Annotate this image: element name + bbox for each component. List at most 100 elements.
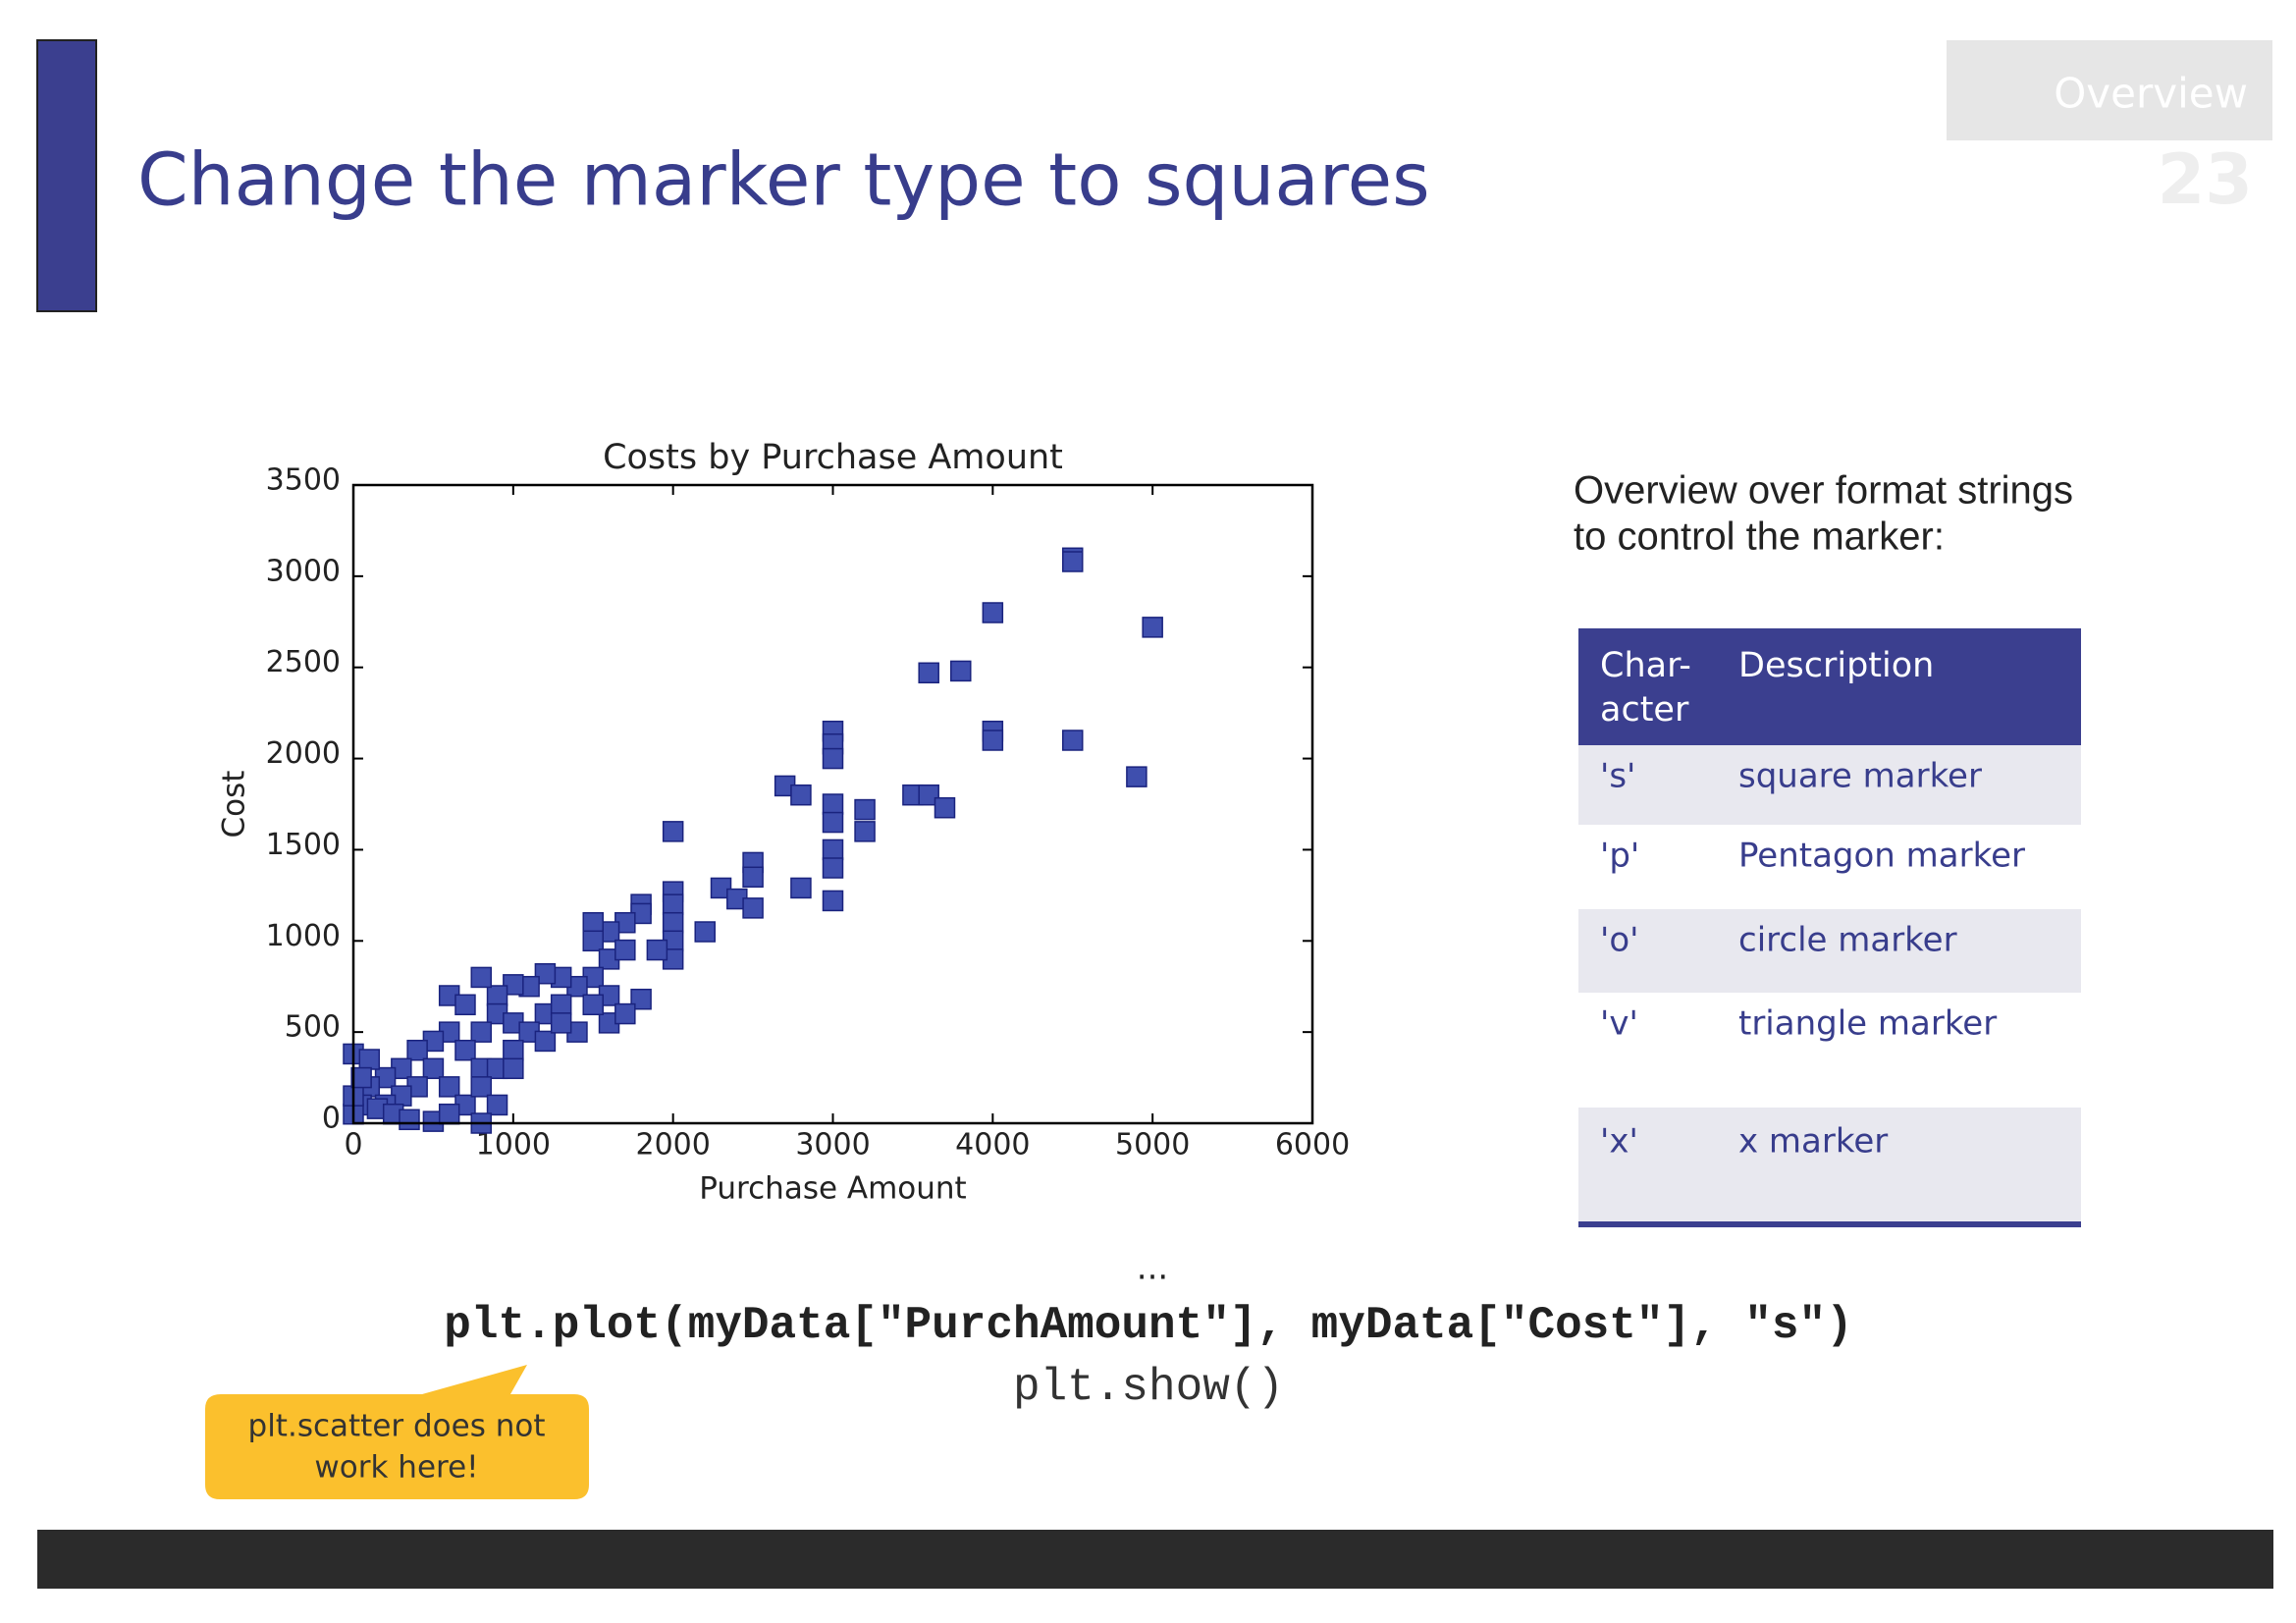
x-tick-label: 0: [344, 1128, 362, 1163]
marker: [742, 866, 764, 889]
y-axis-label: Cost: [217, 771, 252, 839]
table-row: [1578, 745, 2081, 825]
x-tick-label: 3000: [795, 1128, 870, 1163]
y-tick-label: 500: [285, 1010, 341, 1045]
callout-text: work here!: [314, 1450, 478, 1486]
marker: [470, 1021, 493, 1043]
y-tick-label: 1500: [266, 828, 341, 862]
marker: [486, 985, 508, 1006]
marker: [486, 1094, 508, 1116]
marker: [614, 1002, 636, 1025]
marker: [470, 1076, 493, 1098]
marker: [614, 939, 636, 961]
marker: [662, 911, 684, 934]
table-row: [1578, 909, 2081, 993]
table-cell: triangle marker: [1738, 1004, 1997, 1044]
marker: [854, 798, 876, 821]
plot-frame: [351, 483, 1314, 1125]
marker: [582, 930, 604, 952]
x-tick-label: 2000: [635, 1128, 710, 1163]
marker: [454, 1039, 476, 1061]
marker: [454, 994, 476, 1016]
code-line: plt.plot(myData["PurchAmount"], myData["…: [444, 1300, 1852, 1351]
x-tick-label: 4000: [955, 1128, 1030, 1163]
marker: [503, 1039, 524, 1061]
marker: [934, 796, 956, 819]
callout-text: plt.scatter does not: [248, 1409, 546, 1444]
callout-bubble: [205, 1365, 589, 1499]
title-bar: [36, 39, 97, 312]
page-number: 23: [2158, 139, 2253, 220]
marker: [399, 1109, 420, 1131]
marker: [822, 857, 844, 879]
marker: [742, 897, 764, 919]
marker: [630, 988, 652, 1010]
marker: [534, 962, 557, 985]
marker: [1062, 730, 1084, 751]
y-tick-label: 3000: [266, 554, 341, 588]
marker: [790, 784, 812, 806]
section-tab: [1947, 40, 2272, 140]
table-cell: Pentagon marker: [1738, 837, 2025, 876]
table-header-cell: Char-: [1600, 646, 1691, 685]
marker: [582, 994, 604, 1016]
table-cell: 'x': [1600, 1122, 1638, 1162]
marker: [950, 660, 972, 682]
marker: [822, 793, 844, 815]
footer-bar: [37, 1530, 2273, 1589]
table-header-cell: Description: [1738, 646, 1934, 685]
y-tick-label: 2500: [266, 645, 341, 679]
side-note: Overview over format strings: [1574, 469, 2073, 513]
marker: [662, 893, 684, 915]
x-tick-label: 6000: [1275, 1128, 1350, 1163]
marker: [1062, 551, 1084, 572]
marker: [503, 974, 524, 996]
marker: [822, 811, 844, 834]
x-axis-label: Purchase Amount: [699, 1171, 966, 1207]
chart-title: Costs by Purchase Amount: [603, 438, 1063, 477]
table-cell: x marker: [1738, 1122, 1888, 1162]
marker: [854, 821, 876, 842]
marker: [422, 1057, 445, 1080]
table-header: [1578, 628, 2081, 745]
marker: [534, 1030, 557, 1053]
y-tick-label: 2000: [266, 736, 341, 771]
marker: [822, 839, 844, 861]
marker: [918, 784, 939, 806]
marker: [982, 730, 1004, 751]
marker: [918, 662, 939, 684]
marker: [694, 921, 716, 943]
marker: [350, 1066, 372, 1089]
table-cell: 'p': [1600, 837, 1639, 876]
ellipsis: ...: [1137, 1249, 1168, 1288]
marker: [1126, 766, 1148, 787]
marker: [550, 1012, 572, 1034]
marker: [822, 747, 844, 770]
table-bottom-rule: [1578, 1221, 2081, 1227]
marker: [710, 877, 732, 899]
marker: [438, 1076, 460, 1098]
marker: [438, 1103, 460, 1125]
table-cell: square marker: [1738, 757, 1982, 796]
table-cell: 's': [1600, 757, 1635, 796]
marker: [822, 890, 844, 912]
marker: [550, 994, 572, 1016]
code-line: plt.show(): [1013, 1362, 1284, 1413]
marker: [582, 911, 604, 934]
section-label: Overview: [2054, 70, 2248, 118]
table-cell: circle marker: [1738, 921, 1957, 960]
side-note: to control the marker:: [1574, 515, 1945, 559]
marker: [662, 821, 684, 842]
table-row: [1578, 1108, 2081, 1221]
y-tick-label: 1000: [266, 919, 341, 953]
y-tick-label: 0: [322, 1102, 341, 1136]
y-tick-label: 3500: [266, 463, 341, 498]
table-cell: 'v': [1600, 1004, 1638, 1044]
marker: [358, 1049, 381, 1070]
table-cell: 'o': [1600, 921, 1639, 960]
marker: [406, 1039, 428, 1061]
marker: [646, 939, 668, 961]
marker: [790, 877, 812, 899]
